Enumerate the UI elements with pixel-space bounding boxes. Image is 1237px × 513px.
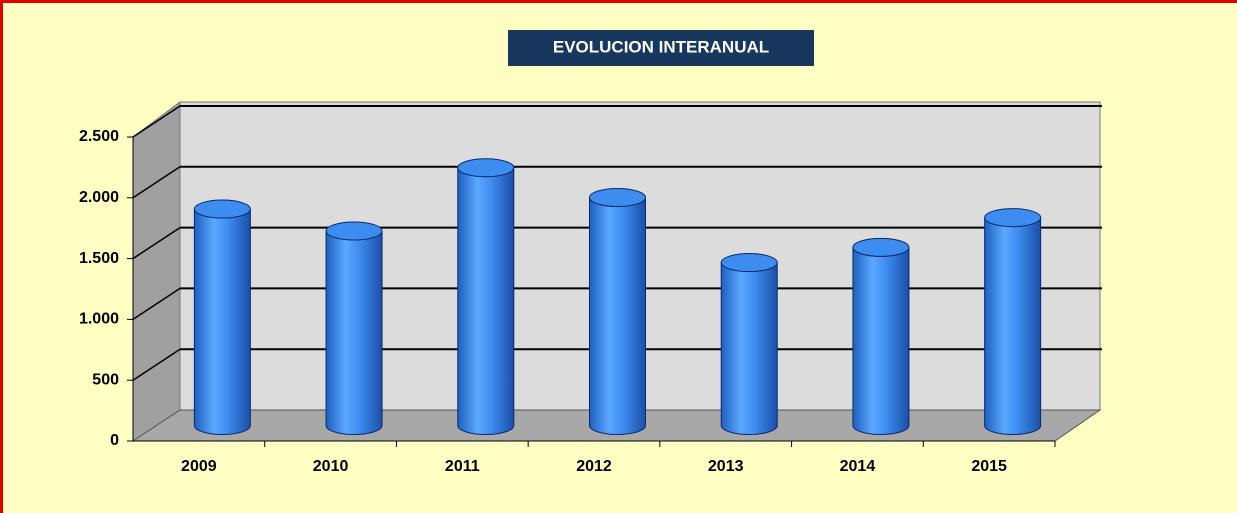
bar-top bbox=[852, 237, 910, 257]
bar bbox=[852, 247, 910, 435]
x-tick-label: 2015 bbox=[971, 458, 1007, 475]
x-tick-label: 2013 bbox=[708, 458, 744, 475]
chart-title: EVOLUCION INTERANUAL bbox=[553, 37, 769, 56]
y-tick-label: 2.000 bbox=[79, 189, 119, 206]
bar bbox=[984, 217, 1042, 435]
bar-top bbox=[325, 221, 383, 241]
x-tick-label: 2014 bbox=[840, 458, 876, 475]
bar-top bbox=[457, 158, 515, 178]
y-tick-label: 2.500 bbox=[79, 128, 119, 145]
y-tick-label: 0 bbox=[110, 432, 119, 449]
bar-top bbox=[193, 199, 251, 219]
bar-top bbox=[720, 253, 778, 273]
title-box bbox=[508, 30, 814, 66]
grid-line bbox=[132, 287, 181, 321]
y-tick-label: 500 bbox=[92, 371, 119, 388]
bar bbox=[720, 262, 778, 435]
left-wall bbox=[132, 101, 181, 442]
y-tick-label: 1.000 bbox=[79, 311, 119, 328]
x-tick-label: 2009 bbox=[181, 458, 217, 475]
bar-top bbox=[589, 188, 646, 207]
x-tick-label: 2012 bbox=[576, 458, 612, 475]
y-tick-label: 1.500 bbox=[79, 250, 119, 267]
grid-line bbox=[132, 348, 181, 381]
x-tick-label: 2011 bbox=[445, 458, 480, 475]
grid-line bbox=[132, 105, 181, 138]
bar-top bbox=[984, 208, 1042, 228]
x-tick-label: 2010 bbox=[313, 458, 349, 475]
bar bbox=[325, 230, 383, 435]
grid-line bbox=[132, 166, 181, 199]
bar bbox=[193, 208, 251, 435]
bar bbox=[457, 167, 515, 435]
grid-line bbox=[132, 226, 181, 260]
bar bbox=[589, 197, 646, 435]
